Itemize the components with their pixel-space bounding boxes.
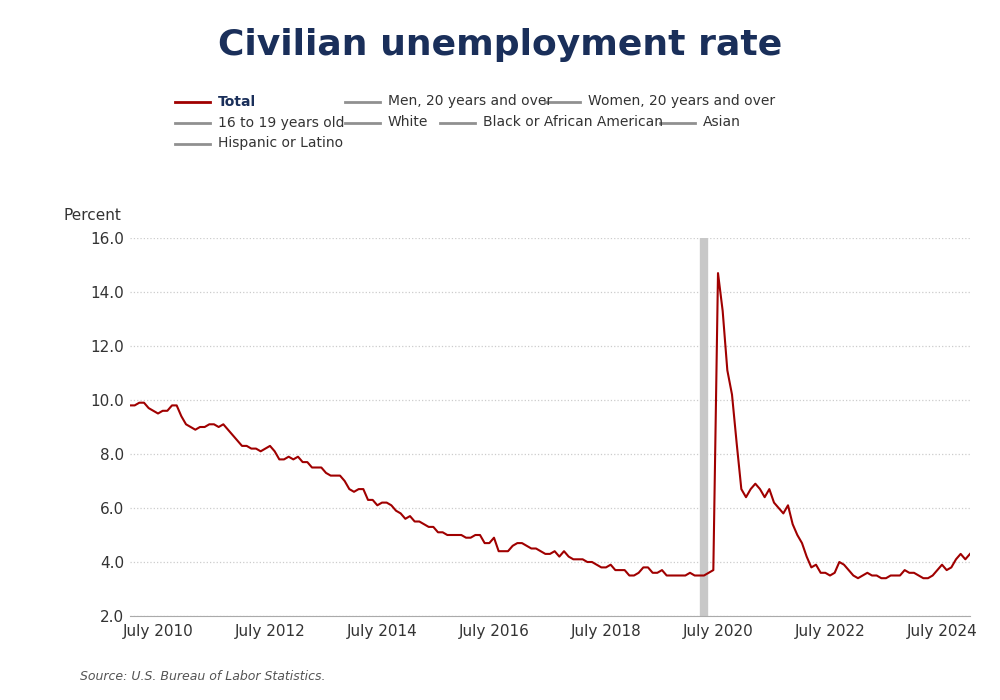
Text: Asian: Asian (703, 116, 741, 130)
Text: Hispanic or Latino: Hispanic or Latino (218, 136, 343, 150)
Text: White: White (388, 116, 428, 130)
Text: Civilian unemployment rate: Civilian unemployment rate (218, 28, 782, 62)
Text: Black or African American: Black or African American (483, 116, 663, 130)
Text: Women, 20 years and over: Women, 20 years and over (588, 94, 775, 108)
Text: Percent: Percent (64, 208, 122, 223)
Text: Men, 20 years and over: Men, 20 years and over (388, 94, 552, 108)
Text: 16 to 19 years old: 16 to 19 years old (218, 116, 344, 130)
Text: Total: Total (218, 94, 256, 108)
Text: Source: U.S. Bureau of Labor Statistics.: Source: U.S. Bureau of Labor Statistics. (80, 669, 326, 682)
